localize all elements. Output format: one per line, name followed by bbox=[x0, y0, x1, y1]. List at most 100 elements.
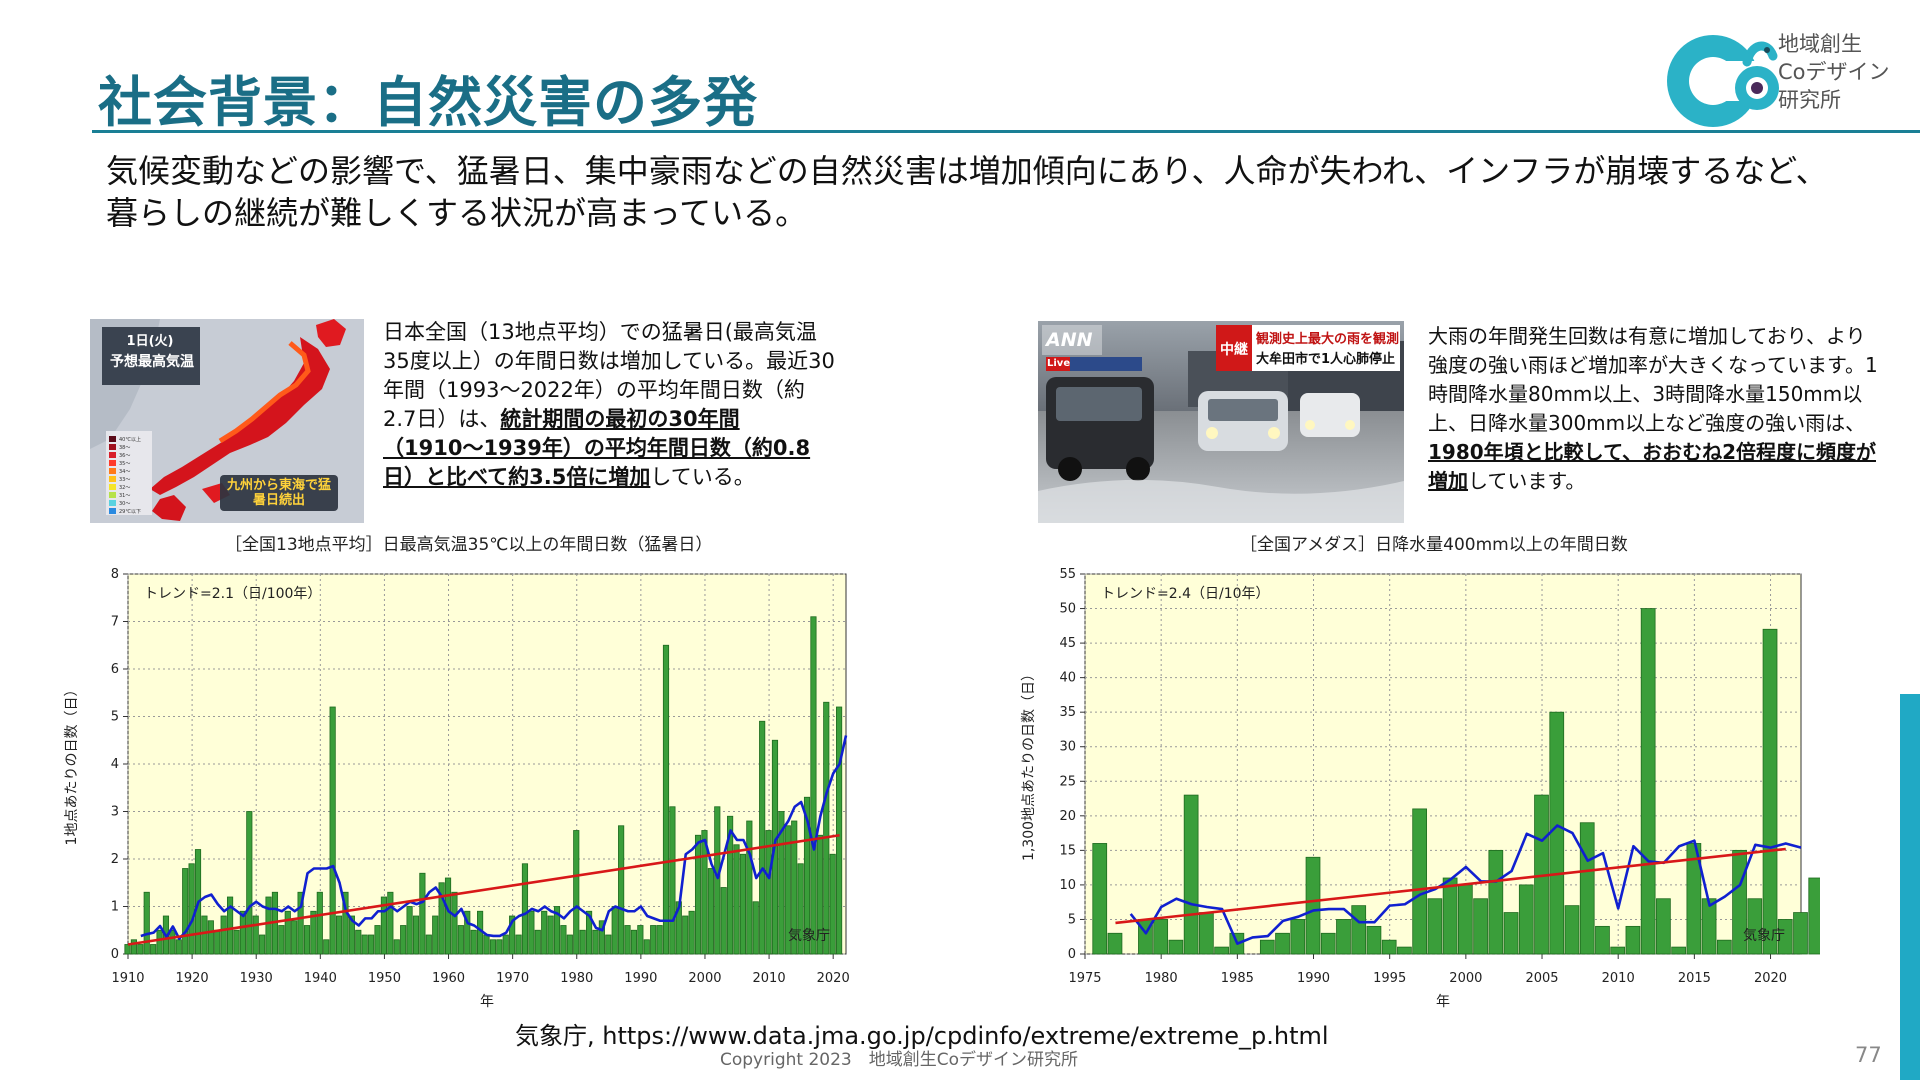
intro-line: 気候変動などの影響で、猛暑日、集中豪雨などの自然災害は増加傾向にあり、人命が失わ… bbox=[106, 152, 1828, 190]
rain-desc-text-end: しています。 bbox=[1468, 469, 1586, 493]
map-legend-label: 32〜 bbox=[119, 484, 131, 491]
bar bbox=[611, 906, 618, 955]
bar bbox=[310, 910, 317, 955]
map-legend-item: 30〜 bbox=[109, 499, 151, 507]
bar bbox=[688, 910, 695, 955]
bar bbox=[297, 891, 304, 955]
y-tick-label: 0 bbox=[1068, 947, 1076, 962]
x-tick-label: 1975 bbox=[1068, 971, 1101, 986]
bar bbox=[656, 925, 663, 955]
bar bbox=[553, 906, 561, 955]
bar bbox=[560, 925, 567, 955]
bar bbox=[444, 877, 452, 955]
bar bbox=[1503, 912, 1519, 955]
bar bbox=[1518, 884, 1534, 955]
bar bbox=[579, 929, 586, 955]
bar bbox=[329, 706, 336, 955]
bar bbox=[823, 701, 830, 955]
y-tick-label: 35 bbox=[1059, 705, 1076, 720]
bar bbox=[246, 811, 253, 955]
bar bbox=[650, 925, 657, 955]
bar bbox=[169, 929, 176, 955]
intro-line: 暮らしの継続が難しくする状況が高まっている。 bbox=[106, 194, 808, 232]
trend-line bbox=[1115, 847, 1786, 925]
bar bbox=[707, 868, 714, 955]
map-legend-label: 38〜 bbox=[119, 444, 131, 451]
bar bbox=[759, 720, 766, 955]
chart-heavy-rain-days: 0 5 10 15 20 25 30 35 40 45 50 55 1975 1980 1985 1990 19… bbox=[1021, 567, 1820, 1010]
x-tick-label: 1980 bbox=[1145, 971, 1178, 986]
live-badge: Live bbox=[1047, 358, 1071, 369]
bar bbox=[1381, 939, 1397, 955]
map-legend-item: 31〜 bbox=[109, 491, 151, 499]
bar bbox=[682, 915, 689, 955]
map-legend-swatch bbox=[109, 460, 116, 466]
bar bbox=[1701, 898, 1717, 955]
map-legend-swatch bbox=[109, 444, 116, 450]
bar bbox=[515, 934, 522, 955]
map-legend-label: 29℃以下 bbox=[119, 508, 141, 515]
bar bbox=[778, 811, 785, 955]
map-legend-swatch bbox=[109, 436, 116, 442]
bar bbox=[1808, 877, 1820, 955]
map-caption: 九州から東海で猛暑日続出 bbox=[226, 478, 331, 508]
x-tick-label: 2010 bbox=[1602, 971, 1635, 986]
logo-text-line: 地域創生 bbox=[1778, 32, 1862, 56]
bar bbox=[143, 891, 150, 955]
y-tick-label: 20 bbox=[1059, 809, 1076, 824]
map-legend-swatch bbox=[109, 500, 116, 506]
bar bbox=[214, 929, 221, 955]
bar bbox=[1275, 932, 1290, 955]
heat-desc-text-end: している。 bbox=[650, 465, 755, 489]
bar bbox=[1457, 884, 1473, 955]
map-legend: 40℃以上 38〜 36〜 35〜 34〜 33〜 32〜 31〜 30〜 29℃以下 bbox=[109, 435, 151, 515]
bar bbox=[393, 939, 400, 955]
map-legend-swatch bbox=[109, 484, 116, 490]
bar bbox=[803, 796, 811, 955]
x-tick-label: 2020 bbox=[817, 971, 850, 986]
bar bbox=[1762, 628, 1778, 955]
bar bbox=[226, 896, 234, 955]
bar bbox=[303, 925, 311, 955]
map-legend-item: 38〜 bbox=[109, 443, 151, 451]
x-tick-label: 1960 bbox=[432, 971, 465, 986]
bar bbox=[412, 915, 420, 955]
logo-text-line: Coデザイン bbox=[1778, 60, 1890, 84]
bar bbox=[451, 891, 458, 955]
bar bbox=[425, 934, 432, 955]
bar bbox=[1168, 939, 1184, 955]
source-citation: 気象庁, https://www.data.jma.go.jp/cpdinfo/… bbox=[515, 1022, 1329, 1050]
map-legend-item: 29℃以下 bbox=[109, 507, 151, 515]
y-tick-label: 5 bbox=[111, 710, 119, 725]
chart-heat-days: 0 1 2 3 4 5 6 7 8 1910 1920 1930 1940 1950 1960 1970 198… bbox=[64, 567, 850, 1010]
bar bbox=[348, 915, 355, 955]
x-tick-label: 1995 bbox=[1373, 971, 1406, 986]
map-legend-swatch bbox=[109, 492, 116, 498]
bar bbox=[1427, 898, 1443, 955]
heat-desc-text: 日本全国（13地点平均）での猛暑日(最高気温35度以上）の年間日数は増加している… bbox=[383, 320, 835, 431]
bar bbox=[541, 910, 548, 955]
page-title: 社会背景：自然災害の多発 bbox=[98, 71, 758, 134]
moving-average-line bbox=[140, 735, 848, 941]
side-accent-bar bbox=[1900, 694, 1920, 1080]
bar bbox=[662, 644, 670, 955]
bar bbox=[1473, 898, 1488, 955]
heat-forecast-map: 1日(火) 予想最高気温 九州から東海で猛暑日続出 40℃以上 38〜 36〜 35〜… bbox=[90, 319, 364, 523]
y-tick-label: 15 bbox=[1059, 843, 1076, 858]
bar bbox=[1549, 711, 1565, 955]
bar bbox=[220, 915, 227, 955]
bar bbox=[1351, 905, 1367, 955]
bar bbox=[1747, 898, 1763, 955]
x-tick-label: 1930 bbox=[240, 971, 273, 986]
bar bbox=[1320, 932, 1336, 955]
bar bbox=[406, 906, 413, 955]
news-tag: 中継 bbox=[1220, 342, 1248, 358]
logo-icon bbox=[1667, 35, 1779, 127]
x-tick-label: 1990 bbox=[1297, 971, 1330, 986]
bar bbox=[521, 863, 529, 955]
bar bbox=[720, 887, 727, 955]
bar bbox=[316, 891, 323, 955]
bar bbox=[432, 915, 439, 955]
bar bbox=[323, 939, 330, 955]
bar bbox=[1640, 608, 1656, 955]
